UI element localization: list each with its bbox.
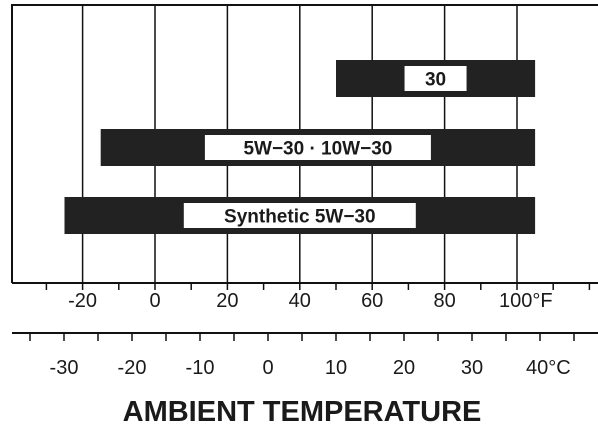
f-tick-label-1: 0 <box>149 290 160 312</box>
c-tick-label-4: 10 <box>325 357 347 379</box>
celsius-ticks <box>30 333 574 341</box>
f-tick-label-2: 20 <box>216 290 238 312</box>
bar-label-1: 5W−30 · 10W−30 <box>243 139 392 160</box>
f-tick-label-0: -20 <box>68 290 97 312</box>
c-tick-label-5: 20 <box>393 357 415 379</box>
f-tick-label-6: 100°F <box>499 290 553 312</box>
celsius-tick-labels: -30 -20 -10 0 10 20 30 40°C <box>50 357 571 379</box>
f-tick-label-3: 40 <box>289 290 311 312</box>
f-tick-label-5: 80 <box>433 290 455 312</box>
axis-title: AMBIENT TEMPERATURE <box>123 396 482 427</box>
f-tick-label-4: 60 <box>361 290 383 312</box>
fahrenheit-tick-labels: -20 0 20 40 60 80 100°F <box>68 290 552 312</box>
bar-label-2: Synthetic 5W−30 <box>224 207 376 228</box>
fahrenheit-ticks <box>46 283 589 290</box>
c-tick-label-0: -30 <box>50 357 79 379</box>
bar-label-0: 30 <box>425 70 446 91</box>
c-tick-label-6: 30 <box>461 357 483 379</box>
c-tick-label-3: 0 <box>262 357 273 379</box>
c-tick-label-7: 40°C <box>526 357 571 379</box>
c-tick-label-1: -20 <box>118 357 147 379</box>
c-tick-label-2: -10 <box>186 357 215 379</box>
